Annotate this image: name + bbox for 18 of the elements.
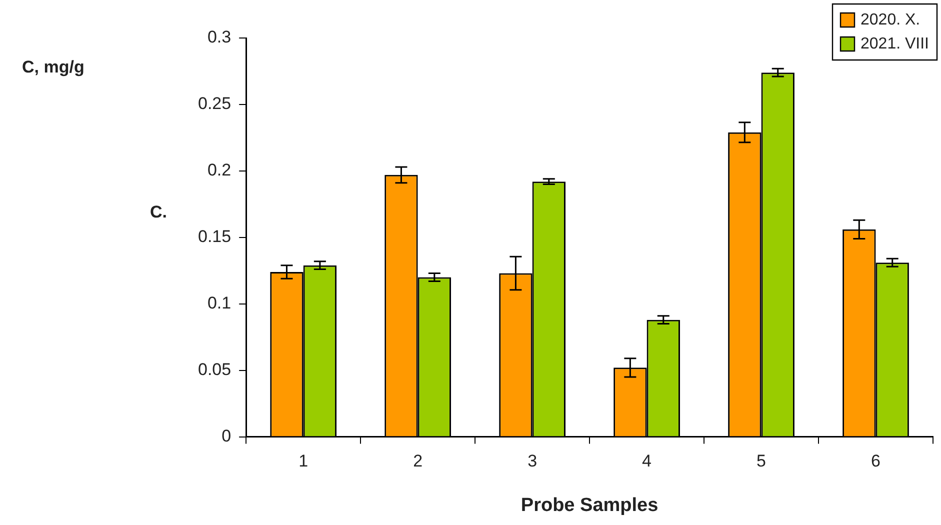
y-tick-label: 0.05 [198, 360, 232, 380]
y-tick-label: 0.3 [207, 28, 232, 47]
y-tick-label: 0.1 [207, 294, 232, 313]
y-tick-label: 0.25 [198, 94, 232, 114]
y-tick-label: 0 [222, 426, 232, 446]
text: C. [150, 202, 167, 222]
x-axis-title: Probe Samples [520, 494, 658, 516]
x-tick-label: 2 [413, 452, 423, 471]
text: C, mg/g [22, 58, 84, 77]
y-tick-label: 0.2 [207, 160, 232, 180]
legend-label: 2021. VIII [860, 35, 930, 52]
legend-label: 2020. X. [860, 11, 920, 28]
x-tick-label: 1 [298, 452, 308, 471]
y-tick-label: 0.15 [198, 227, 232, 246]
x-tick-label: 4 [642, 452, 652, 471]
x-tick-label: 6 [871, 452, 880, 471]
x-tick-label: 5 [756, 452, 766, 471]
x-tick-label: 3 [528, 452, 538, 471]
